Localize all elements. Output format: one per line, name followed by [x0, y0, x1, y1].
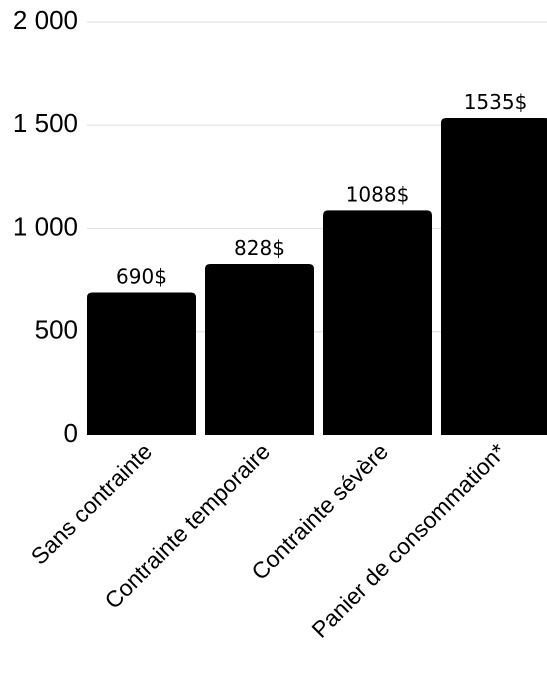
bar	[87, 292, 196, 435]
y-tick-label: 500	[35, 315, 78, 345]
data-label: 1535$	[464, 90, 528, 114]
y-axis: 0 500 1 000 1 500 2 000	[13, 5, 78, 448]
bar	[205, 264, 314, 435]
bar	[323, 210, 432, 435]
data-label: 1088$	[346, 182, 410, 206]
bar	[441, 118, 547, 435]
y-tick-label: 1 000	[13, 211, 78, 241]
y-tick-label: 2 000	[13, 5, 78, 35]
x-tick-label: Sans contrainte	[26, 438, 157, 569]
x-tick-label: Panier de consommation*	[306, 438, 511, 643]
data-labels: 690$ 828$ 1088$ 1535$	[116, 90, 527, 288]
bars	[87, 118, 547, 435]
data-label: 828$	[234, 236, 285, 260]
y-tick-label: 1 500	[13, 108, 78, 138]
y-tick-label: 0	[64, 418, 78, 448]
data-label: 690$	[116, 265, 167, 289]
